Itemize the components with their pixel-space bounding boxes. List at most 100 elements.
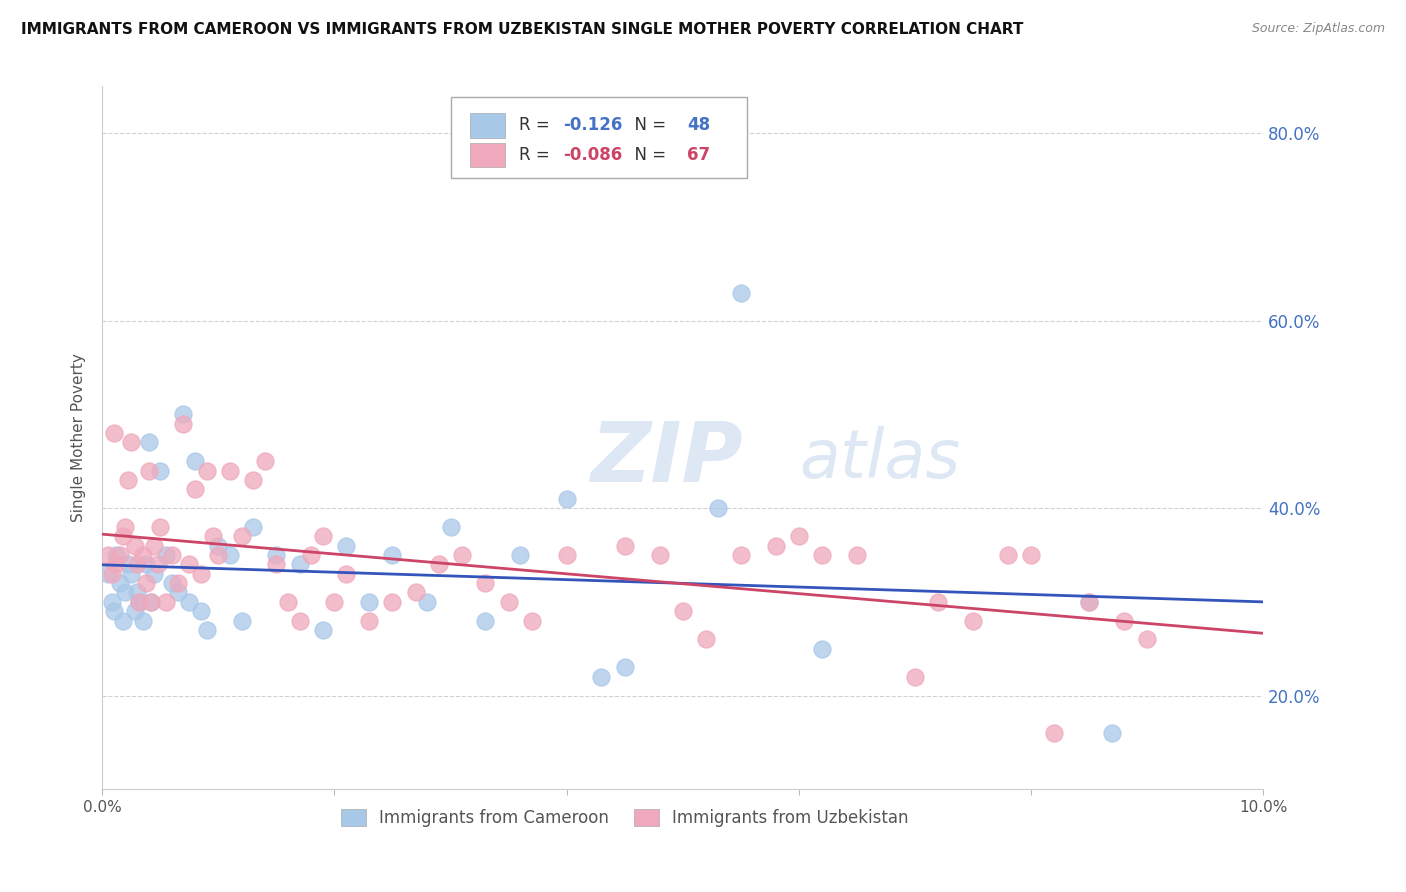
- Point: [555, 491, 578, 506]
- Point: [128, 595, 150, 609]
- Point: [927, 595, 949, 609]
- Point: [266, 548, 288, 562]
- Point: [474, 576, 496, 591]
- Point: [207, 548, 229, 562]
- Point: [253, 454, 276, 468]
- Point: [266, 558, 288, 572]
- Point: [124, 539, 146, 553]
- Point: [207, 539, 229, 553]
- Point: [105, 558, 128, 572]
- Point: [498, 595, 520, 609]
- Point: [299, 548, 322, 562]
- Point: [132, 548, 155, 562]
- Point: [97, 566, 120, 581]
- Point: [765, 539, 787, 553]
- Point: [962, 614, 984, 628]
- Point: [139, 595, 162, 609]
- Point: [335, 566, 357, 581]
- Point: [166, 576, 188, 591]
- Point: [149, 520, 172, 534]
- Point: [124, 604, 146, 618]
- Point: [231, 529, 253, 543]
- Point: [591, 670, 613, 684]
- Point: [381, 595, 404, 609]
- Point: [179, 595, 201, 609]
- Point: [117, 473, 139, 487]
- Point: [277, 595, 299, 609]
- Point: [120, 435, 142, 450]
- Point: [359, 595, 381, 609]
- Point: [112, 614, 135, 628]
- Point: [135, 558, 157, 572]
- Point: [672, 604, 695, 618]
- Point: [1136, 632, 1159, 647]
- Point: [138, 435, 160, 450]
- Point: [845, 548, 868, 562]
- Point: [613, 660, 636, 674]
- Point: [190, 604, 212, 618]
- Point: [166, 585, 188, 599]
- Point: [439, 520, 461, 534]
- Point: [149, 464, 172, 478]
- Text: R =: R =: [519, 146, 555, 164]
- Point: [730, 285, 752, 300]
- Point: [125, 585, 148, 599]
- Point: [1043, 726, 1066, 740]
- Point: [160, 548, 183, 562]
- Point: [114, 520, 136, 534]
- Text: -0.126: -0.126: [564, 116, 623, 135]
- Point: [195, 623, 218, 637]
- Point: [97, 548, 120, 562]
- Point: [105, 548, 128, 562]
- Point: [648, 548, 671, 562]
- Point: [219, 464, 242, 478]
- Text: Source: ZipAtlas.com: Source: ZipAtlas.com: [1251, 22, 1385, 36]
- Point: [555, 548, 578, 562]
- Point: [811, 548, 834, 562]
- Point: [706, 501, 728, 516]
- Point: [173, 417, 195, 431]
- Text: atlas: atlas: [799, 425, 960, 491]
- Point: [451, 548, 474, 562]
- Point: [125, 558, 148, 572]
- Point: [1078, 595, 1101, 609]
- Point: [335, 539, 357, 553]
- Text: N =: N =: [623, 116, 671, 135]
- Point: [730, 548, 752, 562]
- Point: [997, 548, 1019, 562]
- Point: [103, 604, 125, 618]
- Point: [120, 566, 142, 581]
- Point: [143, 539, 166, 553]
- Point: [139, 595, 162, 609]
- Point: [904, 670, 927, 684]
- Point: [427, 558, 450, 572]
- Point: [405, 585, 427, 599]
- Point: [143, 566, 166, 581]
- Text: ZIP: ZIP: [591, 418, 742, 500]
- Text: IMMIGRANTS FROM CAMEROON VS IMMIGRANTS FROM UZBEKISTAN SINGLE MOTHER POVERTY COR: IMMIGRANTS FROM CAMEROON VS IMMIGRANTS F…: [21, 22, 1024, 37]
- Point: [195, 464, 218, 478]
- Point: [474, 614, 496, 628]
- Point: [242, 473, 264, 487]
- Point: [112, 529, 135, 543]
- Point: [242, 520, 264, 534]
- Point: [201, 529, 224, 543]
- Point: [811, 641, 834, 656]
- Point: [128, 595, 150, 609]
- FancyBboxPatch shape: [470, 113, 505, 137]
- Point: [509, 548, 531, 562]
- Text: 67: 67: [688, 146, 710, 164]
- Point: [312, 623, 335, 637]
- Point: [190, 566, 212, 581]
- Point: [184, 483, 207, 497]
- Point: [160, 576, 183, 591]
- Point: [323, 595, 346, 609]
- Y-axis label: Single Mother Poverty: Single Mother Poverty: [72, 353, 86, 522]
- Point: [1101, 726, 1123, 740]
- FancyBboxPatch shape: [450, 97, 747, 178]
- Point: [359, 614, 381, 628]
- Point: [100, 595, 122, 609]
- Point: [184, 454, 207, 468]
- Point: [1112, 614, 1135, 628]
- Text: 48: 48: [688, 116, 710, 135]
